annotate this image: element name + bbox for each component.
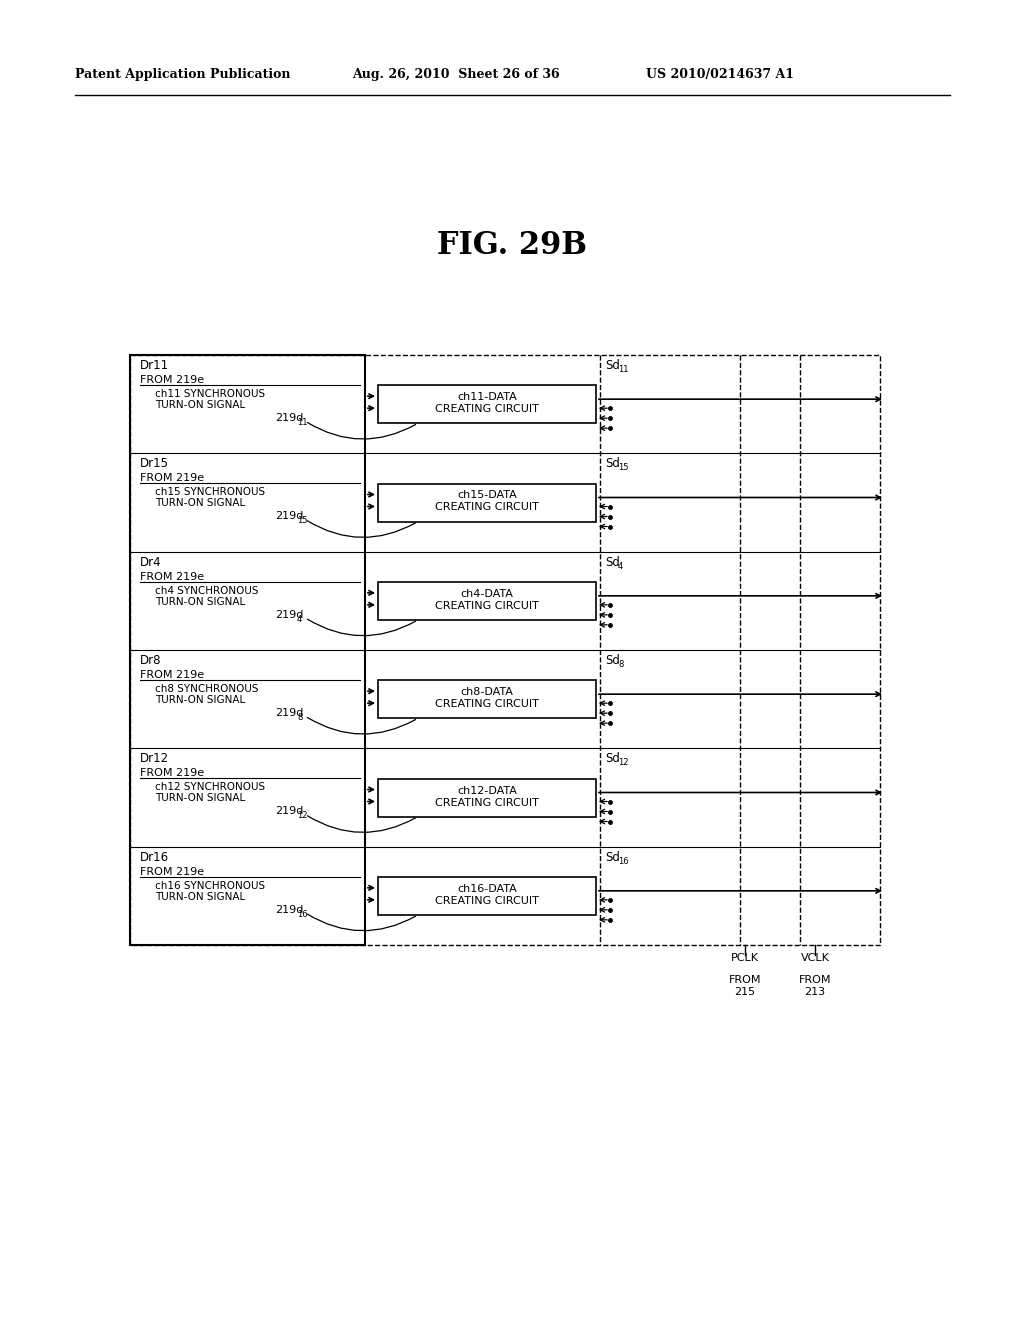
Text: CREATING CIRCUIT: CREATING CIRCUIT [435,404,539,414]
Text: TURN-ON SIGNAL: TURN-ON SIGNAL [155,400,246,411]
Text: TURN-ON SIGNAL: TURN-ON SIGNAL [155,499,246,508]
Text: 219d: 219d [275,904,303,915]
Text: ch8 SYNCHRONOUS: ch8 SYNCHRONOUS [155,684,258,694]
Text: 219d: 219d [275,807,303,816]
Text: ch15-DATA: ch15-DATA [457,491,517,500]
Text: Dr12: Dr12 [140,752,169,766]
Text: Sd: Sd [605,850,620,863]
Text: FROM 219e: FROM 219e [140,867,204,876]
Text: US 2010/0214637 A1: US 2010/0214637 A1 [646,69,794,81]
Text: Sd: Sd [605,359,620,372]
Text: ch15 SYNCHRONOUS: ch15 SYNCHRONOUS [155,487,265,498]
Text: ch16-DATA: ch16-DATA [457,884,517,894]
Text: Dr11: Dr11 [140,359,169,372]
Bar [378,680,596,718]
Text: 12: 12 [297,812,307,820]
Text: FROM 219e: FROM 219e [140,474,204,483]
Text: Dr4: Dr4 [140,556,162,569]
Text: FROM 219e: FROM 219e [140,572,204,582]
Text: 11: 11 [618,366,629,374]
Text: CREATING CIRCUIT: CREATING CIRCUIT [435,601,539,611]
Text: 11: 11 [297,418,307,426]
Text: ch11 SYNCHRONOUS: ch11 SYNCHRONOUS [155,389,265,399]
Text: 219d: 219d [275,708,303,718]
Text: 219d: 219d [275,413,303,422]
Text: 219d: 219d [275,610,303,619]
Text: 16: 16 [297,909,307,919]
Text: Sd: Sd [605,752,620,766]
Bar [130,355,365,945]
Text: FROM: FROM [799,975,831,985]
Text: 15: 15 [297,516,307,525]
Text: 4: 4 [618,562,624,570]
Text: CREATING CIRCUIT: CREATING CIRCUIT [435,896,539,906]
Text: Dr16: Dr16 [140,850,169,863]
Text: TURN-ON SIGNAL: TURN-ON SIGNAL [155,892,246,902]
Text: VCLK: VCLK [801,953,829,964]
Text: FROM 219e: FROM 219e [140,671,204,680]
Text: 15: 15 [618,463,629,473]
Text: 213: 213 [805,987,825,997]
Bar [378,779,596,817]
Text: ch12-DATA: ch12-DATA [457,785,517,796]
Text: Sd: Sd [605,457,620,470]
Text: 4: 4 [297,615,302,623]
Text: ch16 SYNCHRONOUS: ch16 SYNCHRONOUS [155,880,265,891]
Text: TURN-ON SIGNAL: TURN-ON SIGNAL [155,597,246,607]
Text: TURN-ON SIGNAL: TURN-ON SIGNAL [155,793,246,804]
Text: FIG. 29B: FIG. 29B [437,230,587,261]
Text: 8: 8 [297,713,302,722]
Bar [378,876,596,915]
Text: ch4-DATA: ch4-DATA [461,589,513,599]
Text: FROM 219e: FROM 219e [140,375,204,385]
Text: FROM: FROM [729,975,761,985]
Text: 12: 12 [618,758,629,767]
Text: ch8-DATA: ch8-DATA [461,688,513,697]
Text: Aug. 26, 2010  Sheet 26 of 36: Aug. 26, 2010 Sheet 26 of 36 [352,69,560,81]
Bar [130,355,880,945]
Text: FROM 219e: FROM 219e [140,768,204,779]
Text: Dr8: Dr8 [140,653,162,667]
Bar [378,385,596,424]
Bar [378,483,596,521]
Text: ch4 SYNCHRONOUS: ch4 SYNCHRONOUS [155,586,258,595]
Text: Dr15: Dr15 [140,457,169,470]
Text: 8: 8 [618,660,624,669]
Text: 16: 16 [618,857,629,866]
Text: Sd: Sd [605,653,620,667]
Text: ch12 SYNCHRONOUS: ch12 SYNCHRONOUS [155,783,265,792]
Text: Patent Application Publication: Patent Application Publication [75,69,291,81]
Text: CREATING CIRCUIT: CREATING CIRCUIT [435,503,539,512]
Text: Sd: Sd [605,556,620,569]
Text: 219d: 219d [275,511,303,521]
Text: CREATING CIRCUIT: CREATING CIRCUIT [435,797,539,808]
Text: 215: 215 [734,987,756,997]
Text: ch11-DATA: ch11-DATA [457,392,517,403]
Bar [378,582,596,620]
Text: TURN-ON SIGNAL: TURN-ON SIGNAL [155,696,246,705]
Text: CREATING CIRCUIT: CREATING CIRCUIT [435,700,539,709]
Text: PCLK: PCLK [731,953,759,964]
